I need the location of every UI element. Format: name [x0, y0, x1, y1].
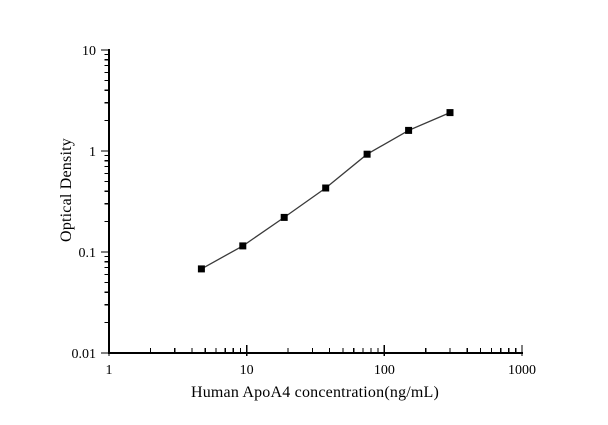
data-point-marker	[197, 265, 205, 273]
data-point-marker	[405, 126, 413, 134]
x-tick-label: 10	[240, 363, 254, 378]
x-tick-label: 100	[374, 363, 395, 378]
x-axis-label: Human ApoA4 concentration(ng/mL)	[190, 384, 440, 401]
y-tick-label: 10	[82, 44, 96, 59]
y-tick-label: 0.01	[72, 347, 97, 362]
y-axis-label: Optical Density	[58, 138, 75, 242]
data-point-marker	[363, 150, 371, 158]
data-point-marker	[239, 242, 247, 250]
data-point-marker	[446, 109, 454, 117]
y-tick-label: 1	[89, 145, 96, 160]
data-point-marker	[280, 213, 288, 221]
x-tick-label: 1	[106, 363, 113, 378]
y-tick-label: 0.1	[79, 246, 97, 261]
x-tick-label: 1000	[508, 363, 536, 378]
data-point-marker	[322, 184, 330, 192]
